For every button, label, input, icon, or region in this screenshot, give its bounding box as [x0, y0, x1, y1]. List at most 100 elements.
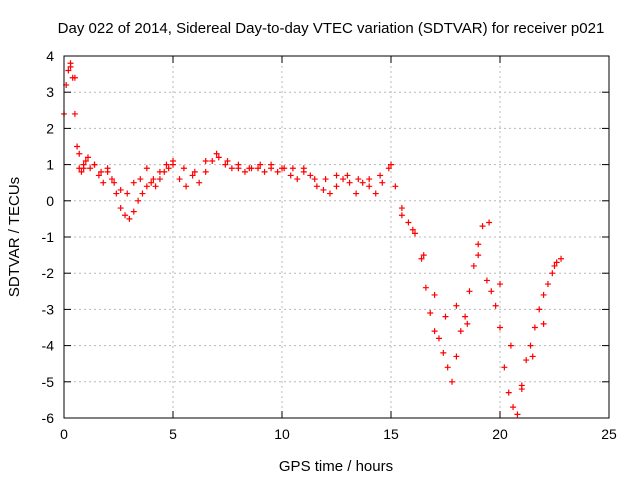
data-point: [497, 281, 503, 288]
data-point: [544, 281, 551, 288]
y-tick-labels: -6 -5 -4 -3 -2 -1 0 1 2 3 4: [42, 48, 55, 426]
y-tick-label: -1: [42, 229, 55, 245]
chart-title: Day 022 of 2014, Sidereal Day-to-day VTE…: [58, 20, 605, 37]
data-point: [71, 110, 78, 117]
data-point: [453, 353, 460, 360]
y-tick-label: 3: [46, 84, 54, 100]
data-point: [143, 165, 150, 172]
data-point: [117, 186, 124, 193]
data-point: [518, 386, 525, 393]
data-point: [124, 190, 131, 197]
data-point: [466, 288, 473, 295]
data-point: [78, 168, 85, 175]
data-point: [427, 310, 434, 317]
data-point: [150, 176, 157, 183]
data-point: [431, 328, 438, 335]
data-point: [492, 302, 499, 309]
data-point: [388, 161, 394, 168]
data-point: [143, 183, 150, 190]
data-point: [189, 172, 196, 179]
data-point: [398, 205, 405, 212]
data-point: [228, 165, 235, 172]
data-point: [479, 223, 486, 230]
data-point: [180, 165, 187, 172]
data-point: [435, 335, 442, 342]
data-point: [255, 165, 262, 172]
data-point: [98, 168, 105, 175]
data-point: [470, 262, 477, 269]
data-point: [100, 179, 107, 186]
data-point: [300, 165, 307, 172]
ticks-layer: [63, 55, 610, 419]
data-point: [104, 165, 111, 172]
data-point: [170, 157, 176, 164]
data-point: [126, 215, 133, 222]
data-point: [340, 176, 347, 183]
data-point: [113, 190, 120, 197]
data-point: [294, 176, 301, 183]
data-point: [156, 168, 163, 175]
data-point: [320, 186, 327, 193]
data-point: [514, 411, 521, 418]
y-tick-label: -6: [42, 410, 55, 426]
data-point: [183, 183, 190, 190]
data-point: [510, 404, 517, 411]
data-point: [529, 353, 536, 360]
x-tick-label: 20: [492, 426, 508, 442]
data-point: [464, 320, 471, 327]
data-point: [540, 291, 547, 298]
data-point: [313, 183, 320, 190]
data-point: [462, 313, 469, 320]
data-point: [497, 324, 503, 331]
data-point: [457, 328, 464, 335]
data-point: [82, 157, 89, 164]
data-point: [139, 190, 146, 197]
data-point: [95, 172, 102, 179]
x-axis-label: GPS time / hours: [279, 458, 393, 475]
data-point: [137, 176, 144, 183]
data-point: [549, 270, 556, 277]
data-point: [279, 165, 285, 172]
data-point: [202, 157, 209, 164]
data-point: [536, 306, 543, 313]
data-point: [431, 291, 438, 298]
data-point: [501, 364, 508, 371]
data-point: [475, 241, 482, 248]
data-point: [444, 364, 451, 371]
data-point: [222, 161, 229, 168]
data-point: [191, 168, 198, 175]
data-point: [372, 190, 379, 197]
data-point: [156, 176, 163, 183]
data-point: [418, 255, 425, 262]
data-point: [523, 357, 530, 364]
y-tick-label: 0: [46, 193, 54, 209]
data-point: [122, 212, 129, 219]
data-point: [80, 165, 87, 172]
data-point: [108, 176, 115, 183]
data-point: [235, 161, 242, 168]
data-point: [152, 183, 159, 190]
points-layer: [61, 60, 565, 418]
data-point: [209, 157, 216, 164]
data-point: [488, 288, 495, 295]
data-point: [163, 161, 170, 168]
data-point: [148, 179, 155, 186]
data-point: [307, 172, 314, 179]
data-point: [84, 154, 91, 161]
data-point: [366, 176, 373, 183]
data-point: [65, 67, 72, 74]
x-tick-label: 25: [601, 426, 617, 442]
data-point: [165, 165, 172, 172]
data-point: [71, 74, 78, 81]
data-point: [74, 143, 81, 150]
y-tick-label: -3: [42, 301, 55, 317]
y-tick-label: -2: [42, 265, 55, 281]
y-axis-label: SDTVAR / TECUs: [6, 177, 23, 297]
data-point: [196, 179, 203, 186]
data-point: [130, 208, 137, 215]
data-point: [551, 262, 558, 269]
data-point: [405, 219, 412, 226]
data-point: [213, 150, 220, 157]
data-point: [379, 179, 386, 186]
